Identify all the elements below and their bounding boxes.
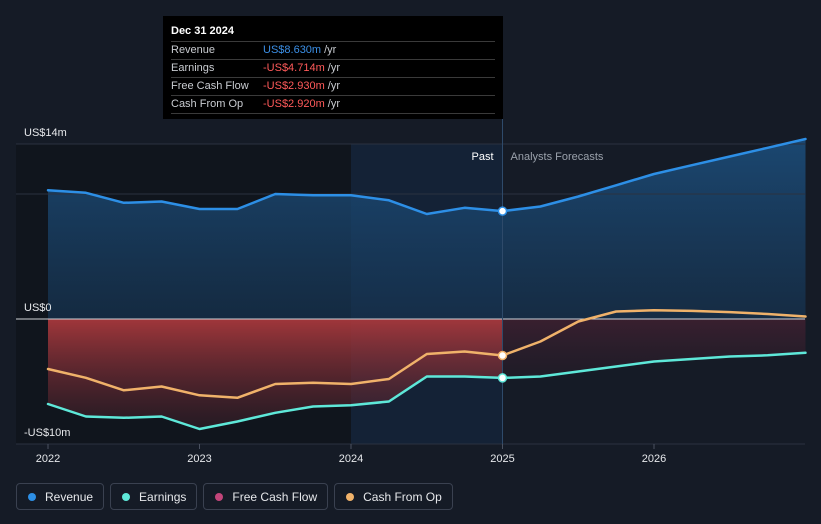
y-axis-label-top: US$14m — [24, 127, 67, 139]
legend-item-cash-from-op[interactable]: Cash From Op — [334, 483, 453, 510]
tooltip-row-unit: /yr — [327, 98, 340, 110]
legend: Revenue Earnings Free Cash Flow Cash From O… — [16, 483, 453, 510]
tooltip-date: Dec 31 2024 — [171, 24, 495, 42]
line-layer — [46, 137, 807, 431]
x-tick-label: 2025 — [490, 453, 514, 465]
legend-item-revenue[interactable]: Revenue — [16, 483, 105, 510]
tooltip-row-value: -US$2.930m — [263, 80, 325, 92]
legend-item-earnings[interactable]: Earnings — [110, 483, 198, 510]
y-axis-label-bottom: -US$10m — [24, 427, 70, 439]
cash-from-op-line — [46, 309, 807, 400]
tooltip-row-value: -US$4.714m — [263, 62, 325, 74]
tooltip-rows: Revenue US$8.630m/yr Earnings -US$4.714m/yr… — [171, 42, 495, 114]
tooltip-row-unit: /yr — [327, 62, 340, 74]
tooltip-row-label: Earnings — [171, 62, 215, 74]
earnings-marker[interactable] — [497, 373, 508, 383]
legend-label: Revenue — [45, 489, 94, 504]
revenue-line — [46, 137, 807, 216]
tooltip-row-value: US$8.630m — [263, 44, 322, 56]
tooltip-row-unit: /yr — [324, 44, 337, 56]
tooltip-row: Free Cash Flow -US$2.930m/yr — [171, 78, 495, 96]
revenue-area — [48, 139, 806, 319]
tooltip-row-unit: /yr — [327, 80, 340, 92]
legend-label: Free Cash Flow — [232, 489, 318, 504]
x-tick-label: 2022 — [36, 453, 60, 465]
legend-dot-icon — [28, 492, 36, 501]
tooltip-row-label: Cash From Op — [171, 98, 244, 110]
tooltip-row: Revenue US$8.630m/yr — [171, 42, 495, 60]
x-tick-label: 2026 — [642, 453, 666, 465]
forecast-label: Analysts Forecasts — [511, 151, 604, 163]
marker-layer — [497, 206, 508, 383]
x-tick-label: 2024 — [339, 453, 363, 465]
cash-from-op-marker[interactable] — [497, 350, 508, 361]
legend-item-free-cash-flow[interactable]: Free Cash Flow — [203, 483, 329, 510]
tooltip-row-value: -US$2.920m — [263, 98, 325, 110]
tooltip-row: Cash From Op -US$2.920m/yr — [171, 96, 495, 114]
x-tick-label: 2023 — [187, 453, 211, 465]
earnings-area-forecast — [502, 319, 806, 378]
y-axis-label-zero: US$0 — [24, 302, 52, 314]
legend-label: Cash From Op — [363, 489, 442, 504]
legend-dot-icon — [122, 492, 131, 501]
past-label: Past — [471, 151, 493, 163]
legend-dot-icon — [215, 492, 224, 501]
legend-dot-icon — [346, 492, 355, 501]
earnings-line — [46, 351, 807, 431]
legend-label: Earnings — [139, 489, 187, 504]
tooltip-row: Earnings -US$4.714m/yr — [171, 60, 495, 78]
tooltip-row-label: Revenue — [171, 44, 216, 56]
revenue-marker[interactable] — [497, 206, 508, 216]
tooltip-row-label: Free Cash Flow — [171, 80, 249, 92]
data-tooltip: Dec 31 2024 Revenue US$8.630m/yr Earnings -… — [163, 16, 503, 119]
x-axis-ticks: 2022 2023 2024 2025 2026 — [36, 444, 666, 465]
